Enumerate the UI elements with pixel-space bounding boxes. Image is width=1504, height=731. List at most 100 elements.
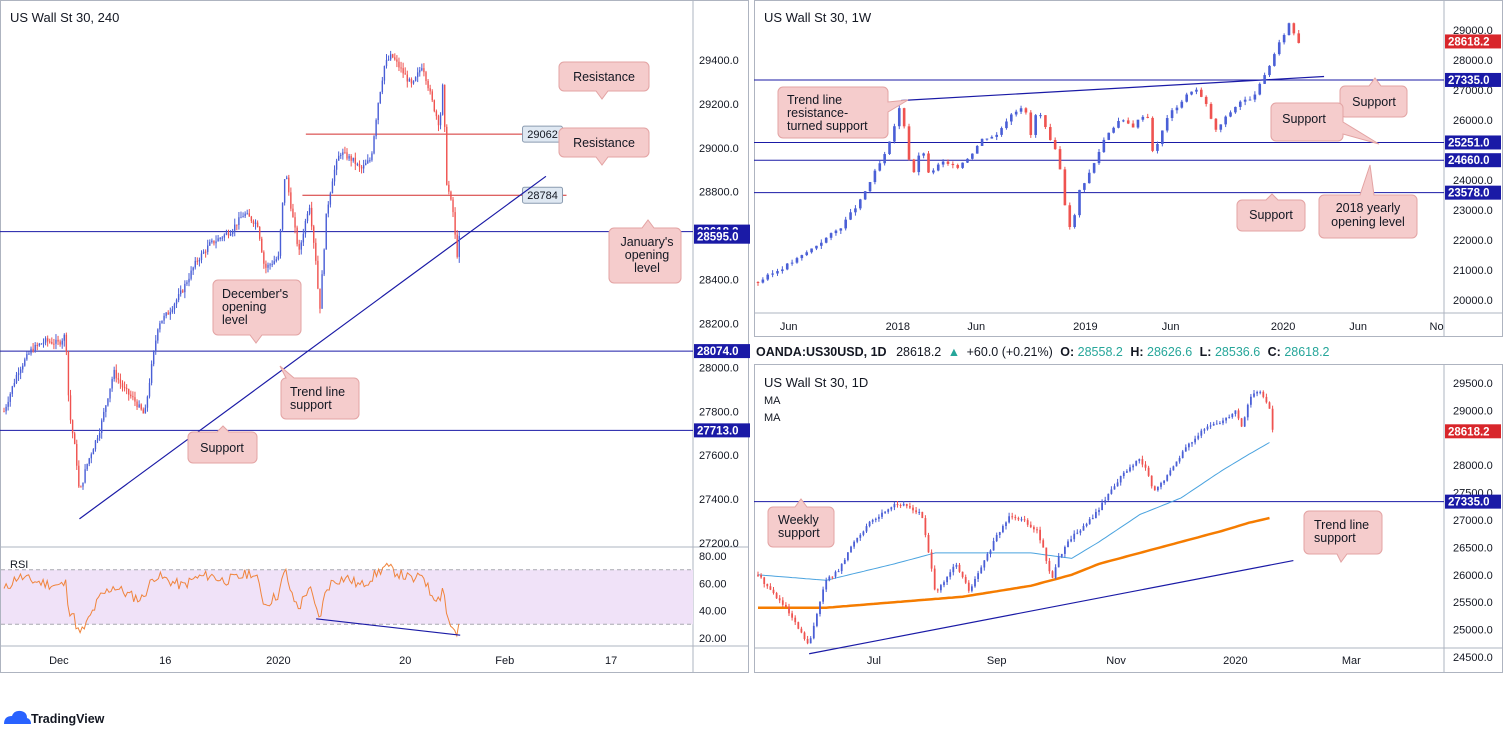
daily-ma-label-1: MA (764, 395, 781, 407)
candle-body (1017, 518, 1020, 520)
candle-body (9, 393, 11, 402)
candle-body (63, 334, 65, 341)
candle-body (53, 343, 55, 345)
price-tick-label: 29000.0 (1453, 25, 1493, 37)
candle-body (275, 259, 278, 262)
weekly-chart-title: US Wall St 30, 1W (764, 10, 872, 25)
candle-body (956, 165, 960, 168)
candle-body (450, 191, 452, 200)
price-tick-label: 27200.0 (699, 538, 739, 550)
candle-body (1068, 205, 1072, 228)
weekly-panel-frame (754, 0, 1503, 337)
tradingview-logo[interactable]: TradingView (4, 710, 105, 726)
candle-body (296, 227, 298, 245)
candle-body (84, 469, 86, 483)
candle-body (365, 163, 367, 166)
candle-body (912, 507, 914, 511)
candle-body (781, 600, 784, 605)
candle-body (915, 510, 917, 513)
candle-body (902, 108, 906, 127)
candle-body (252, 221, 255, 224)
candle-body (327, 204, 329, 214)
candle-body (437, 116, 440, 126)
candle-body (337, 155, 340, 161)
candle-body (924, 518, 927, 536)
candle-body (1214, 118, 1218, 130)
candle-body (456, 234, 458, 257)
candle-body (1117, 120, 1120, 128)
candle-body (1088, 519, 1091, 524)
candle-body (1054, 567, 1057, 578)
candle-body (38, 343, 41, 346)
candle-body (1044, 115, 1047, 128)
candle-body (130, 394, 132, 397)
candle-body (791, 613, 793, 618)
candle-body (1005, 121, 1008, 129)
candle-body (433, 100, 436, 112)
candle-body (883, 154, 886, 164)
annotation-line: support (290, 398, 332, 412)
candle-body (132, 396, 134, 398)
candle-body (761, 279, 765, 283)
candle-body (1263, 75, 1266, 84)
candle-body (1082, 525, 1085, 531)
candle-body (1248, 99, 1252, 101)
candle-body (1297, 33, 1301, 43)
candle-body (389, 54, 392, 60)
candle-body (19, 369, 22, 374)
price-tick-label: 23000.0 (1453, 205, 1493, 217)
candle-body (850, 546, 852, 553)
candle-body (59, 341, 61, 345)
time-tick-label: Jul (867, 655, 881, 667)
candle-body (55, 339, 57, 344)
candle-body (897, 108, 901, 127)
candle-body (868, 521, 871, 527)
candle-body (980, 567, 983, 574)
candle-body (1141, 459, 1144, 465)
rsi-tick-label: 20.00 (699, 633, 727, 645)
candle-body (152, 351, 155, 365)
candle-body (757, 574, 759, 576)
candle-body (69, 395, 72, 421)
candle-body (283, 179, 286, 203)
candle-body (444, 84, 446, 127)
annotation-line: support (1314, 531, 1356, 545)
annotation-line: support (778, 526, 820, 540)
candle-body (362, 165, 365, 169)
time-tick-label: Dec (49, 655, 69, 667)
price-tick-label: 24000.0 (1453, 175, 1493, 187)
candle-body (1243, 417, 1246, 427)
tradingview-brand-text: TradingView (31, 712, 105, 726)
candle-body (377, 103, 379, 121)
daily-ma-label-2: MA (764, 412, 781, 424)
candle-body (82, 482, 84, 487)
candle-body (200, 253, 203, 261)
candle-body (416, 72, 419, 78)
candle-body (188, 278, 190, 283)
candle-body (899, 505, 902, 507)
candle-body (1147, 467, 1150, 476)
candle-body (49, 341, 51, 343)
weekly-callout-support-middle: Support (1270, 102, 1380, 145)
candle-body (286, 177, 288, 180)
price-tick-label: 28800.0 (699, 187, 739, 199)
candle-body (797, 622, 800, 629)
candle-body (878, 516, 880, 519)
annotation-line: Trend line (290, 385, 345, 399)
candle-body (961, 162, 964, 168)
rsi-band (1, 569, 693, 625)
candle-body (109, 388, 111, 399)
candle-body (1215, 423, 1218, 425)
candle-body (419, 70, 421, 73)
candle-body (1166, 475, 1169, 481)
candle-body (1259, 391, 1262, 393)
candle-body (1141, 116, 1145, 120)
candle-body (967, 582, 970, 591)
candle-body (1073, 533, 1076, 540)
candle-body (756, 282, 760, 283)
candle-body (816, 614, 818, 626)
candle-body (136, 401, 138, 408)
time-tick-label: Jun (1162, 321, 1180, 333)
candle-body (231, 230, 234, 235)
